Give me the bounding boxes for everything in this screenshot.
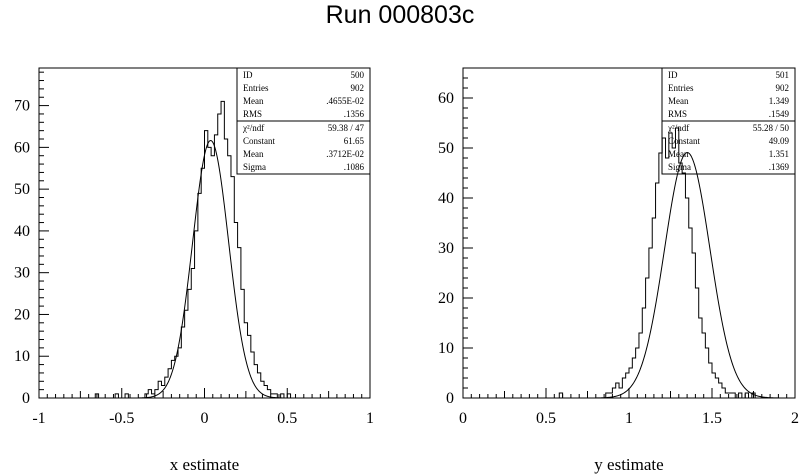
gaussian-fit-curve (138, 139, 283, 399)
fit-stat-key: χ²/ndf (242, 123, 264, 133)
fit-stat-value: 59.38 / 47 (328, 123, 365, 133)
stat-value: .1356 (344, 109, 365, 119)
x-tick-label: 2 (791, 410, 799, 427)
histogram-steps (39, 100, 370, 399)
y-tick-label: 10 (438, 340, 454, 357)
x-axis-title: x estimate (170, 455, 239, 474)
fit-stat-key: Constant (243, 136, 276, 146)
page-title: Run 000803c (325, 1, 475, 29)
x-tick-label: 0 (201, 410, 209, 427)
fit-stat-key: χ²/ndf (667, 123, 689, 133)
x-tick-label: 1 (625, 410, 633, 427)
y-tick-label: 60 (438, 90, 454, 107)
stat-value: .1549 (769, 109, 790, 119)
y-tick-label: 30 (438, 240, 454, 257)
x-tick-label: 1.5 (702, 410, 722, 427)
stats-box: ID 501 Entries 902 Mean 1.349 RMS .1549 χ²/ndf 55… (661, 67, 796, 175)
y-tick-label: 50 (14, 181, 30, 198)
stat-value: 501 (776, 70, 790, 80)
y-tick-label: 20 (14, 306, 30, 323)
fit-stat-key: Sigma (243, 162, 266, 172)
plot-frame (462, 67, 796, 399)
y-tick-label: 50 (438, 140, 454, 157)
fit-stat-key: Sigma (668, 162, 691, 172)
fit-stat-key: Mean (243, 149, 264, 159)
stat-value: 902 (776, 83, 790, 93)
stat-key: Entries (668, 83, 694, 93)
fit-stat-value: .1086 (344, 162, 365, 172)
fit-stat-value: 61.65 (344, 136, 365, 146)
stat-key: Mean (668, 96, 689, 106)
fit-stat-key: Mean (668, 149, 689, 159)
stat-value: 902 (351, 83, 365, 93)
gaussian-fit-curve (596, 152, 779, 399)
plot-frame (38, 67, 371, 399)
fit-stat-value: .1369 (769, 162, 790, 172)
stat-value: 1.349 (769, 96, 790, 106)
stat-value: .4655E-02 (326, 96, 364, 106)
fit-stat-key: Constant (668, 136, 701, 146)
y-tick-label: 40 (438, 190, 454, 207)
x-tick-label: 0.5 (277, 410, 297, 427)
histogram-steps (463, 127, 795, 399)
fit-stat-value: 55.28 / 50 (753, 123, 790, 133)
stat-key: Mean (243, 96, 264, 106)
stat-key: ID (668, 70, 678, 80)
stats-box: ID 500 Entries 902 Mean .4655E-02 RMS .1356 χ²/n… (236, 67, 371, 175)
stat-key: RMS (243, 109, 262, 119)
fit-stat-value: 1.351 (769, 149, 789, 159)
y-tick-label: 0 (22, 390, 30, 407)
x-tick-label: 0 (459, 410, 467, 427)
y-tick-label: 30 (14, 265, 30, 282)
x-tick-label: 0.5 (536, 410, 556, 427)
y-tick-label: 70 (14, 98, 30, 115)
y-tick-label: 60 (14, 139, 30, 156)
y-tick-label: 0 (446, 390, 454, 407)
x-tick-label: -0.5 (109, 410, 134, 427)
x-tick-label: 1 (366, 410, 374, 427)
y-tick-label: 10 (14, 348, 30, 365)
stat-value: 500 (351, 70, 365, 80)
y-tick-label: 40 (14, 223, 30, 240)
fit-stat-value: 49.09 (769, 136, 790, 146)
x-tick-label: -1 (32, 410, 45, 427)
fit-stat-value: .3712E-02 (326, 149, 364, 159)
stat-key: ID (243, 70, 253, 80)
stat-key: Entries (243, 83, 269, 93)
stat-key: RMS (668, 109, 687, 119)
y-tick-label: 20 (438, 290, 454, 307)
x-axis-title: y estimate (594, 455, 663, 474)
